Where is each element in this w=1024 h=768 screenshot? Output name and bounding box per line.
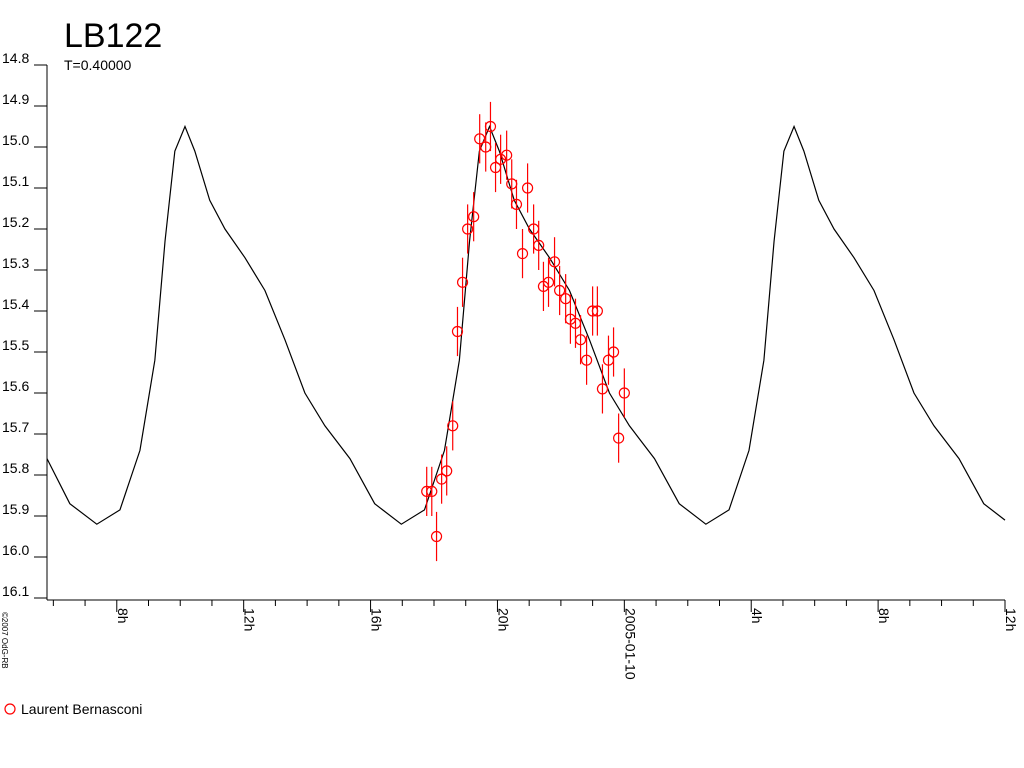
x-tick-label: 16h (369, 608, 385, 631)
legend-marker (4, 703, 16, 715)
x-tick-label: 12h (242, 608, 258, 631)
y-tick-label: 15.2 (2, 214, 29, 230)
data-point (548, 256, 561, 268)
x-tick-label: 8h (876, 608, 892, 624)
data-point (554, 284, 566, 297)
data-point (618, 387, 630, 399)
copyright: ©2007 OdG-RB (0, 612, 9, 669)
data-point (510, 198, 523, 210)
data-point (468, 211, 480, 223)
data-point (462, 223, 474, 235)
y-tick-label: 15.0 (2, 132, 29, 148)
data-point (430, 530, 443, 543)
y-tick-label: 15.3 (2, 255, 29, 271)
data-point (447, 420, 459, 432)
x-tick-label: 2005-01-10 (622, 608, 638, 680)
data-point (474, 133, 486, 145)
y-tick-label: 15.5 (2, 337, 29, 353)
legend-label: Laurent Bernasconi (21, 701, 142, 717)
y-tick-label: 16.0 (2, 542, 29, 558)
data-point (501, 149, 513, 161)
data-point (591, 305, 603, 317)
data-point (574, 334, 587, 346)
x-tick-label: 12h (1003, 608, 1019, 631)
chart-title: LB122 (64, 17, 162, 55)
y-tick-label: 15.9 (2, 501, 29, 517)
data-point (484, 120, 497, 133)
y-tick-label: 15.1 (2, 173, 29, 189)
y-tick-label: 14.9 (2, 91, 29, 107)
data-point (451, 325, 464, 338)
data-point (495, 153, 507, 165)
y-tick-label: 15.6 (2, 378, 29, 394)
x-tick-label: 4h (749, 608, 765, 624)
data-point (580, 354, 593, 366)
y-tick-label: 14.8 (2, 50, 29, 66)
data-point (426, 485, 438, 497)
data-point (533, 239, 545, 251)
data-point (521, 182, 534, 194)
data-point (613, 432, 625, 444)
model-curve (46, 124, 1006, 525)
data-point (516, 248, 529, 260)
y-tick-label: 15.4 (2, 296, 29, 312)
x-tick-label: 8h (115, 608, 131, 624)
chart-subtitle: T=0.40000 (64, 57, 132, 73)
data-point (607, 346, 620, 358)
y-tick-label: 16.1 (2, 583, 29, 599)
data-point (596, 383, 609, 395)
data-point (456, 276, 469, 288)
data-point (542, 276, 555, 288)
y-tick-label: 15.7 (2, 419, 29, 435)
data-point (441, 465, 453, 477)
x-tick-label: 20h (495, 608, 511, 631)
y-tick-label: 15.8 (2, 460, 29, 476)
